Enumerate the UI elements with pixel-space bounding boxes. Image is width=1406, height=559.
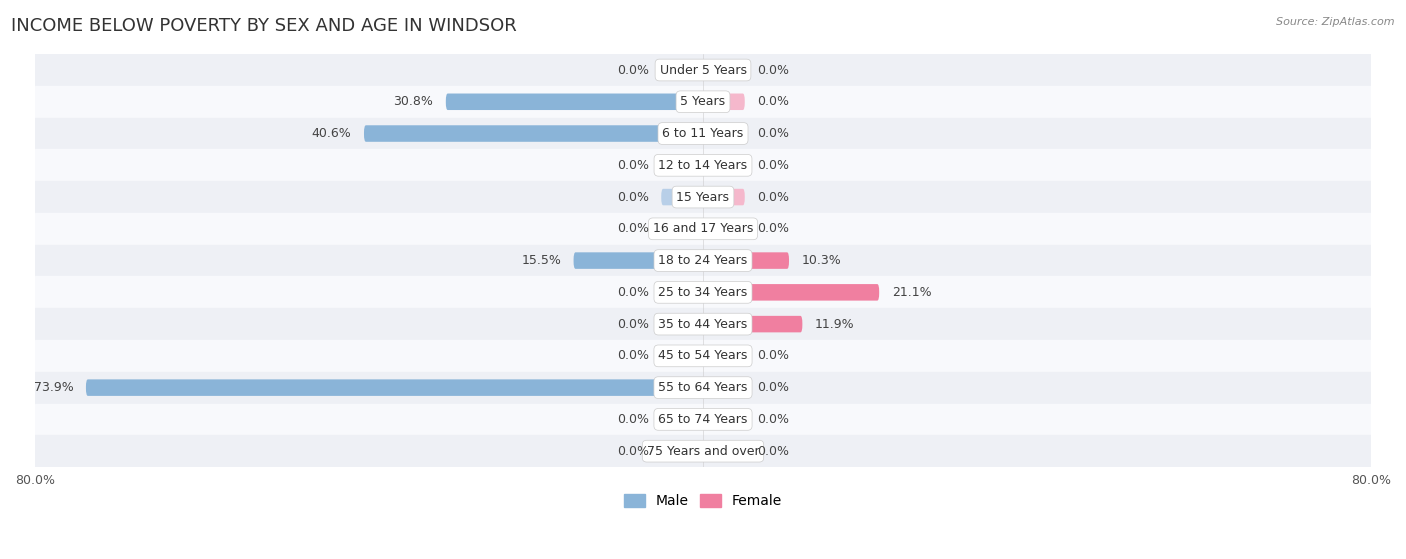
FancyBboxPatch shape — [86, 380, 703, 396]
Text: 73.9%: 73.9% — [34, 381, 73, 394]
Text: 0.0%: 0.0% — [617, 349, 648, 362]
Text: 15 Years: 15 Years — [676, 191, 730, 203]
Text: 0.0%: 0.0% — [617, 191, 648, 203]
FancyBboxPatch shape — [661, 61, 703, 78]
Text: 0.0%: 0.0% — [617, 222, 648, 235]
Text: 0.0%: 0.0% — [758, 444, 789, 458]
Bar — [35, 213, 1371, 245]
Bar — [35, 181, 1371, 213]
Text: 12 to 14 Years: 12 to 14 Years — [658, 159, 748, 172]
Text: 0.0%: 0.0% — [758, 159, 789, 172]
FancyBboxPatch shape — [446, 93, 703, 110]
FancyBboxPatch shape — [661, 316, 703, 333]
Text: 25 to 34 Years: 25 to 34 Years — [658, 286, 748, 299]
Text: 55 to 64 Years: 55 to 64 Years — [658, 381, 748, 394]
Text: 18 to 24 Years: 18 to 24 Years — [658, 254, 748, 267]
Text: 75 Years and over: 75 Years and over — [647, 444, 759, 458]
FancyBboxPatch shape — [661, 348, 703, 364]
Text: 0.0%: 0.0% — [758, 381, 789, 394]
Text: 0.0%: 0.0% — [617, 286, 648, 299]
Text: Source: ZipAtlas.com: Source: ZipAtlas.com — [1277, 17, 1395, 27]
Text: 45 to 54 Years: 45 to 54 Years — [658, 349, 748, 362]
Text: 0.0%: 0.0% — [617, 64, 648, 77]
Bar — [35, 404, 1371, 435]
FancyBboxPatch shape — [703, 443, 745, 459]
Text: Under 5 Years: Under 5 Years — [659, 64, 747, 77]
FancyBboxPatch shape — [703, 93, 745, 110]
FancyBboxPatch shape — [661, 443, 703, 459]
Text: 5 Years: 5 Years — [681, 95, 725, 108]
FancyBboxPatch shape — [661, 221, 703, 237]
FancyBboxPatch shape — [703, 284, 879, 301]
Text: 0.0%: 0.0% — [617, 318, 648, 330]
Bar — [35, 149, 1371, 181]
FancyBboxPatch shape — [703, 61, 745, 78]
Text: 40.6%: 40.6% — [312, 127, 352, 140]
Text: 0.0%: 0.0% — [617, 444, 648, 458]
FancyBboxPatch shape — [661, 189, 703, 205]
FancyBboxPatch shape — [703, 189, 745, 205]
Bar — [35, 117, 1371, 149]
FancyBboxPatch shape — [703, 316, 803, 333]
FancyBboxPatch shape — [364, 125, 703, 142]
Text: 0.0%: 0.0% — [758, 222, 789, 235]
Bar — [35, 54, 1371, 86]
FancyBboxPatch shape — [703, 157, 745, 173]
Text: 11.9%: 11.9% — [815, 318, 855, 330]
Text: 10.3%: 10.3% — [801, 254, 841, 267]
FancyBboxPatch shape — [574, 252, 703, 269]
Text: 30.8%: 30.8% — [394, 95, 433, 108]
FancyBboxPatch shape — [703, 380, 745, 396]
FancyBboxPatch shape — [703, 125, 745, 142]
Text: 15.5%: 15.5% — [522, 254, 561, 267]
Bar — [35, 86, 1371, 117]
Text: 6 to 11 Years: 6 to 11 Years — [662, 127, 744, 140]
Text: 21.1%: 21.1% — [891, 286, 931, 299]
Text: 0.0%: 0.0% — [758, 413, 789, 426]
Bar — [35, 435, 1371, 467]
Text: 0.0%: 0.0% — [617, 159, 648, 172]
Text: 16 and 17 Years: 16 and 17 Years — [652, 222, 754, 235]
Text: 0.0%: 0.0% — [758, 127, 789, 140]
FancyBboxPatch shape — [661, 411, 703, 428]
Text: 0.0%: 0.0% — [758, 349, 789, 362]
Text: 0.0%: 0.0% — [617, 413, 648, 426]
Bar — [35, 308, 1371, 340]
Text: 0.0%: 0.0% — [758, 64, 789, 77]
FancyBboxPatch shape — [661, 284, 703, 301]
FancyBboxPatch shape — [703, 221, 745, 237]
Bar — [35, 340, 1371, 372]
Bar — [35, 245, 1371, 277]
Text: 0.0%: 0.0% — [758, 95, 789, 108]
Text: 0.0%: 0.0% — [758, 191, 789, 203]
Bar — [35, 277, 1371, 308]
Legend: Male, Female: Male, Female — [619, 489, 787, 514]
FancyBboxPatch shape — [703, 252, 789, 269]
FancyBboxPatch shape — [703, 348, 745, 364]
FancyBboxPatch shape — [661, 157, 703, 173]
FancyBboxPatch shape — [703, 411, 745, 428]
Text: 35 to 44 Years: 35 to 44 Years — [658, 318, 748, 330]
Bar — [35, 372, 1371, 404]
Text: 65 to 74 Years: 65 to 74 Years — [658, 413, 748, 426]
Text: INCOME BELOW POVERTY BY SEX AND AGE IN WINDSOR: INCOME BELOW POVERTY BY SEX AND AGE IN W… — [11, 17, 517, 35]
